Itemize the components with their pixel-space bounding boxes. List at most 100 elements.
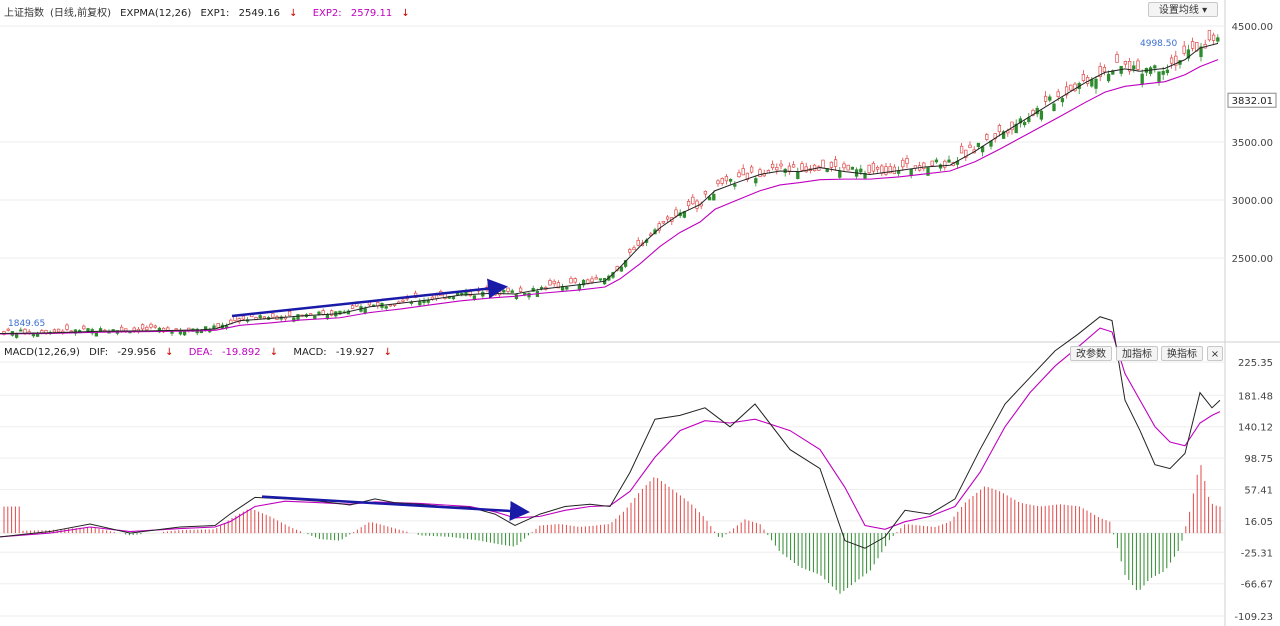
- candle-body: [1102, 67, 1107, 73]
- candle-body: [506, 287, 510, 292]
- candle-body: [124, 328, 128, 332]
- macd-tick-label: 98.75: [1244, 454, 1273, 465]
- candle-body: [1174, 55, 1178, 66]
- price-panel: 4998.50 1849.65: [0, 30, 1220, 339]
- candle-body: [1190, 41, 1195, 49]
- candle-body: [733, 184, 737, 187]
- candle-body: [754, 178, 758, 184]
- candle-body: [149, 323, 153, 328]
- candle-body: [1140, 73, 1144, 85]
- candle-body: [686, 201, 691, 207]
- trend-arrow-price: [231, 278, 508, 318]
- candle-body: [800, 163, 804, 171]
- candle-body: [1153, 65, 1157, 69]
- candle-body: [548, 280, 552, 286]
- change-params-button[interactable]: 改参数: [1070, 346, 1112, 361]
- close-icon[interactable]: ×: [1207, 346, 1223, 361]
- candle-body: [804, 166, 808, 173]
- candle-body: [796, 171, 800, 179]
- candle-body: [1207, 30, 1212, 41]
- candle-body: [1136, 60, 1140, 70]
- candle-body: [665, 216, 670, 220]
- candle-body: [905, 158, 909, 165]
- candle-body: [258, 315, 262, 319]
- candle-body: [959, 145, 964, 154]
- candle-body: [594, 277, 598, 280]
- macd-indicator-label: MACD(12,26,9): [4, 347, 80, 358]
- candle-body: [52, 329, 57, 333]
- candle-body: [153, 325, 157, 328]
- candle-body: [628, 249, 632, 253]
- switch-indicator-button[interactable]: 换指标: [1161, 346, 1203, 361]
- candle-body: [850, 166, 855, 170]
- candle-body: [728, 179, 733, 182]
- candle-body: [119, 326, 124, 332]
- candle-body: [518, 287, 523, 292]
- candle-body: [922, 162, 926, 169]
- candle-body: [1006, 130, 1010, 134]
- exp2-label: EXP2: 2579.11 ↓: [312, 8, 410, 19]
- axis-layer: 4500.00 3500.00 3000.00 2500.00 3832.01 225.3…: [1227, 22, 1277, 623]
- macd-header: MACD(12,26,9) DIF: -29.956 ↓ DEA: -19.89…: [4, 347, 404, 358]
- candle-body: [901, 159, 905, 168]
- candle-body: [934, 159, 939, 163]
- candle-body: [287, 311, 292, 316]
- candle-body: [14, 333, 19, 338]
- candle-body: [1073, 83, 1077, 92]
- candle-body: [502, 290, 506, 293]
- candle-body: [140, 324, 145, 330]
- candle-body: [1186, 49, 1191, 59]
- candle-body: [1090, 79, 1094, 87]
- candle-body: [787, 165, 792, 173]
- candle-body: [737, 172, 741, 178]
- macd-value-label: MACD: -19.927 ↓: [293, 347, 393, 358]
- candle-body: [1043, 95, 1048, 102]
- add-indicator-button[interactable]: 加指标: [1116, 346, 1158, 361]
- candle-body: [880, 165, 884, 174]
- candle-body: [888, 166, 892, 174]
- candle-body: [1182, 45, 1186, 54]
- candle-body: [573, 278, 577, 283]
- candle-body: [1018, 118, 1023, 124]
- candle-body: [859, 168, 863, 173]
- candle-body: [724, 176, 729, 182]
- candle-body: [964, 149, 968, 158]
- low-price-label: 1849.65: [8, 319, 45, 329]
- candle-body: [401, 299, 405, 302]
- candle-body: [691, 196, 695, 205]
- exp1-line: [0, 42, 1219, 335]
- candle-body: [661, 221, 666, 224]
- macd-tick-label: -109.23: [1234, 612, 1273, 623]
- set-ma-button[interactable]: 设置均线 ▾: [1148, 2, 1218, 17]
- candle-body: [216, 323, 220, 328]
- candle-body: [896, 170, 901, 174]
- price-tick-label: 3500.00: [1232, 138, 1273, 149]
- candle-body: [1094, 78, 1098, 89]
- candle-body: [791, 164, 796, 168]
- candle-body: [695, 200, 699, 209]
- candle-body: [1199, 46, 1203, 57]
- candle-body: [1211, 34, 1216, 41]
- candle-body: [1081, 74, 1086, 81]
- candle-body: [1106, 73, 1111, 82]
- high-price-label: 4998.50: [1140, 39, 1177, 49]
- candle-body: [829, 161, 834, 168]
- candle-body: [510, 290, 514, 293]
- candle-body: [749, 166, 754, 173]
- current-price-label: 3832.01: [1232, 96, 1273, 107]
- candle-body: [926, 167, 930, 176]
- candle-body: [775, 167, 779, 171]
- candle-body: [1039, 110, 1044, 120]
- macd-panel: [0, 316, 1225, 594]
- expma-label: EXPMA(12,26): [120, 8, 192, 19]
- candle-body: [262, 316, 267, 319]
- candle-body: [6, 328, 10, 331]
- macd-tick-label: 225.35: [1238, 358, 1273, 369]
- dea-label: DEA: -19.892 ↓: [188, 347, 279, 358]
- candle-body: [892, 166, 897, 174]
- candle-body: [313, 315, 317, 319]
- price-header: 上证指数 (日线,前复权) EXPMA(12,26) EXP1: 2549.16 …: [4, 4, 422, 19]
- candle-body: [758, 169, 762, 177]
- candle-body: [1169, 57, 1174, 64]
- candle-body: [1060, 98, 1065, 103]
